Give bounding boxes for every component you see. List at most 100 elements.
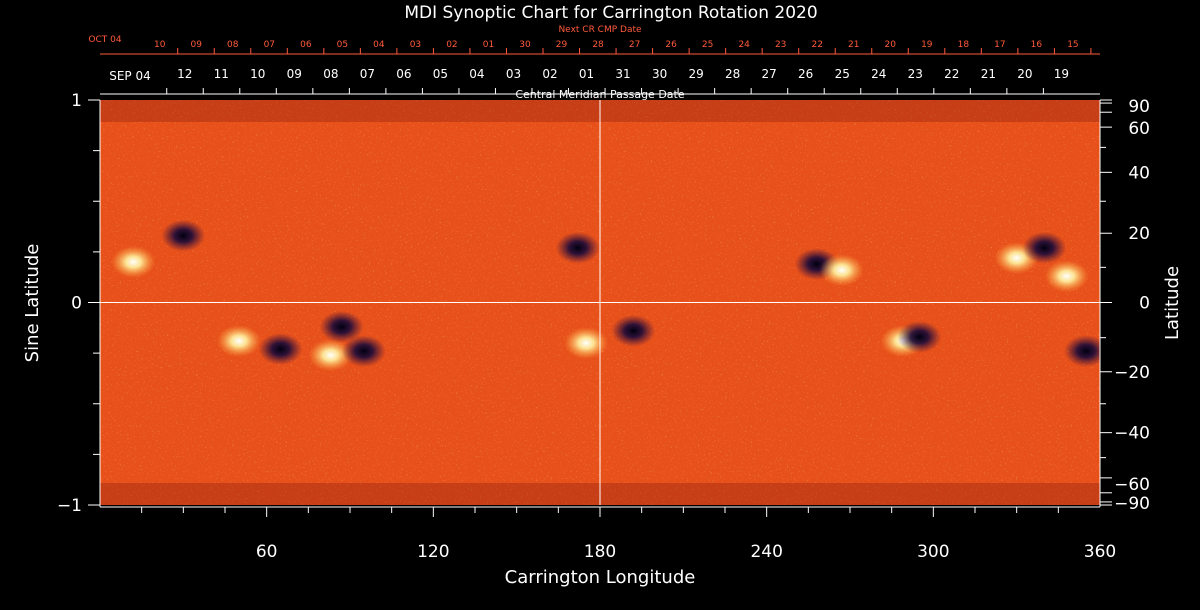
next-date-label: 25 [702, 40, 713, 50]
y-right-tick-label: −40 [1114, 424, 1150, 444]
active-region-negative [161, 219, 206, 252]
cmp-date-label: 04 [469, 67, 484, 81]
cmp-date-label: 07 [360, 67, 375, 81]
active-region-negative [897, 320, 942, 353]
next-date-label: 23 [775, 40, 786, 50]
y-left-tick-label: 1 [71, 91, 82, 111]
active-region-negative [555, 231, 600, 264]
next-date-label: 07 [264, 40, 275, 50]
cmp-date-label: 26 [798, 67, 813, 81]
cmp-date-label: 10 [250, 67, 265, 81]
cmp-date-label: 30 [652, 67, 667, 81]
y-right-tick-label: −60 [1114, 475, 1150, 495]
left-axis-ticks: −1 0 1 [57, 91, 100, 516]
next-date-label: 09 [191, 40, 203, 50]
cmp-date-label: 28 [725, 67, 740, 81]
cmp-date-label: 12 [177, 67, 192, 81]
next-date-label: 17 [994, 40, 1005, 50]
y-right-tick-label: −20 [1114, 363, 1150, 383]
x-tick-label: 180 [584, 542, 616, 562]
cmp-date-label: 02 [542, 67, 557, 81]
y-right-tick-label: 40 [1128, 163, 1150, 183]
cmp-date-label: 24 [871, 67, 886, 81]
next-first-date: OCT 04 [88, 35, 121, 45]
next-date-label: 22 [811, 40, 822, 50]
next-date-label: 02 [446, 40, 457, 50]
cmp-date-label: 29 [688, 67, 703, 81]
cmp-date-label: 25 [835, 67, 850, 81]
y-right-tick-label: 0 [1139, 294, 1150, 314]
active-region-positive [111, 246, 156, 278]
cmp-date-label: 08 [323, 67, 338, 81]
active-region-negative [258, 333, 303, 366]
cmp-date-label: 22 [944, 67, 959, 81]
chart-title: MDI Synoptic Chart for Carrington Rotati… [404, 3, 817, 23]
active-region-negative [1022, 231, 1067, 264]
next-date-label: 27 [629, 40, 640, 50]
cmp-date-label: 11 [214, 67, 229, 81]
cmp-date-label: 31 [615, 67, 630, 81]
cmp-date-label: 20 [1017, 67, 1032, 81]
y-axis-label-left: Sine Latitude [22, 244, 43, 363]
cmp-date-label: 01 [579, 67, 594, 81]
next-date-label: 08 [227, 40, 239, 50]
x-tick-label: 120 [417, 542, 449, 562]
cmp-date-label: 23 [908, 67, 923, 81]
y-right-tick-label: 60 [1128, 119, 1150, 139]
x-tick-label: 240 [750, 542, 782, 562]
next-date-label: 05 [337, 40, 348, 50]
cmp-date-label: 21 [981, 67, 996, 81]
next-date-label: 16 [1031, 40, 1043, 50]
next-date-label: 18 [958, 40, 970, 50]
cmp-date-label: 09 [287, 67, 302, 81]
cmp-date-axis: SEP 04 12 11 10 09 08 07 06 05 04 03 02 01 31 30 29 28 27… [109, 67, 1069, 94]
active-region-negative [341, 335, 386, 368]
y-right-tick-label: 90 [1128, 97, 1150, 117]
cmp-date-label: 27 [762, 67, 777, 81]
cmp-date-label: 05 [433, 67, 448, 81]
next-date-label: 03 [410, 40, 421, 50]
y-left-tick-label: −1 [57, 496, 82, 516]
next-date-label: 26 [665, 40, 677, 50]
x-tick-label: 300 [917, 542, 949, 562]
x-tick-label: 360 [1084, 542, 1116, 562]
cmp-first-date: SEP 04 [109, 69, 151, 83]
next-date-label: 30 [519, 40, 531, 50]
y-right-tick-label: 20 [1128, 224, 1150, 244]
active-region-positive [1044, 260, 1089, 293]
x-axis-label: Carrington Longitude [505, 567, 696, 588]
cmp-date-label: 03 [506, 67, 521, 81]
y-right-tick-label: −90 [1114, 494, 1150, 514]
x-axis-ticks: 60 120 180 240 300 360 [141, 507, 1116, 562]
y-left-tick-label: 0 [71, 294, 82, 314]
active-regions [111, 219, 1100, 372]
next-date-label: 01 [483, 40, 494, 50]
next-date-label: 28 [592, 40, 604, 50]
next-date-label: 29 [556, 40, 568, 50]
active-region-positive [216, 324, 261, 357]
active-region-positive [819, 254, 864, 287]
y-axis-label-right: Latitude [1162, 266, 1183, 340]
next-date-label: 19 [921, 40, 933, 50]
next-date-label: 20 [885, 40, 897, 50]
active-region-positive [564, 327, 609, 359]
next-axis-label: Next CR CMP Date [558, 25, 642, 35]
next-date-label: 04 [373, 40, 385, 50]
next-date-label: 24 [738, 40, 750, 50]
next-date-label: 15 [1067, 40, 1078, 50]
next-date-label: 06 [300, 40, 312, 50]
active-region-negative [319, 310, 364, 343]
cmp-date-label: 19 [1054, 67, 1069, 81]
active-region-negative [611, 314, 656, 347]
active-region-positive [308, 339, 353, 372]
top-axis-label: Central Meridian Passage Date [515, 88, 684, 101]
next-cmp-date-axis: OCT 04 10 09 08 07 06 05 04 03 02 01 30 29 28 27 26 25 24… [88, 35, 1092, 54]
active-region-negative [1064, 335, 1100, 368]
next-date-label: 10 [154, 40, 166, 50]
next-date-label: 21 [848, 40, 859, 50]
cmp-date-label: 06 [396, 67, 411, 81]
x-tick-label: 60 [256, 542, 278, 562]
magnetogram-field [100, 100, 1100, 505]
